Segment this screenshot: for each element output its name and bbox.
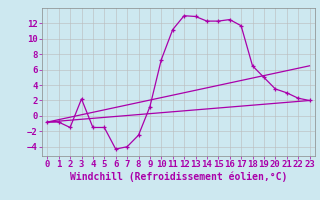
X-axis label: Windchill (Refroidissement éolien,°C): Windchill (Refroidissement éolien,°C) bbox=[70, 172, 287, 182]
